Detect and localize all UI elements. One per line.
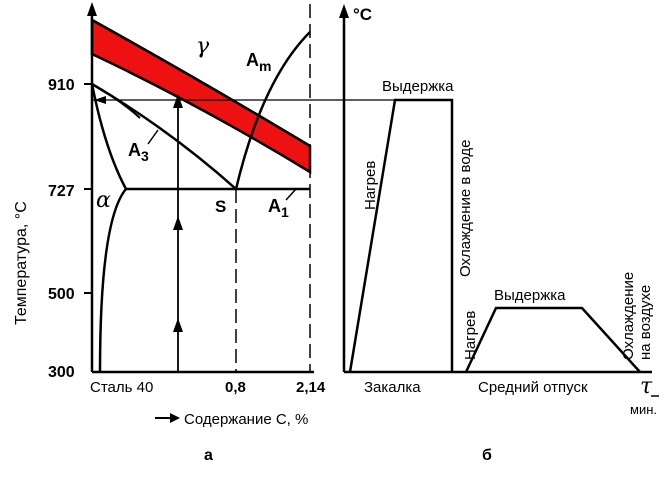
quench-heating-label: Нагрев — [362, 161, 379, 210]
band-upper-curve — [91, 18, 311, 148]
steel-40-arrow-low — [173, 318, 183, 332]
diagram-b: °C Выдержка Нагрев Охлаждение в воде Зак… — [339, 4, 659, 464]
x-tick-label-0-8: 0,8 — [225, 379, 246, 396]
x-axis-label-arrowhead — [170, 413, 180, 423]
phase-gamma-label: γ — [196, 34, 210, 59]
temper-profile — [464, 306, 641, 373]
y-tick-label-910: 910 — [48, 77, 75, 94]
x-tick-label-2-14: 2,14 — [296, 379, 326, 396]
temper-cooling-label-line2: на воздухе — [637, 285, 654, 360]
caption-a: а — [204, 447, 213, 464]
quench-profile — [348, 98, 454, 373]
quench-cooling-label: Охлаждение в воде — [457, 140, 474, 277]
steel-40-arrow-top — [173, 94, 183, 108]
temper-heating-label: Нагрев — [462, 311, 479, 360]
y-tick-label-500: 500 — [48, 286, 75, 303]
quench-holding-label: Выдержка — [382, 78, 454, 95]
y-axis-label-b: °C — [353, 5, 372, 24]
s-point-label: S — [215, 197, 226, 216]
t-unit-label: мин. — [630, 402, 657, 417]
a3-label: A3 — [128, 140, 149, 164]
y-tick-label-300: 300 — [48, 364, 75, 381]
y-tick-label-727: 727 — [48, 183, 75, 200]
y-axis-a-arrow — [87, 2, 97, 16]
steel-40-arrow-mid — [173, 216, 183, 230]
holding-line-arrow — [94, 96, 106, 104]
a1-label: A1 — [268, 196, 289, 220]
y-axis-label-a: Температура, °С — [13, 201, 30, 325]
x-tick-label-steel-40: Сталь 40 — [90, 379, 153, 396]
gp-line — [90, 83, 128, 190]
temper-cooling-label-line1: Охлаждение — [620, 272, 637, 360]
am-curve — [234, 31, 311, 190]
temper-name-label: Средний отпуск — [478, 379, 588, 396]
a1-pointer — [285, 188, 297, 201]
temper-holding-label: Выдержка — [494, 287, 566, 304]
y-axis-b-arrow — [339, 4, 349, 18]
caption-b: б — [482, 447, 492, 464]
quench-name-label: Закалка — [364, 379, 421, 396]
am-label: Am — [246, 50, 271, 74]
a3-pointer — [147, 129, 159, 145]
x-axis-label-a: Содержание С, % — [184, 411, 308, 428]
t-axis-label: τ — [640, 374, 653, 399]
solvus-curve — [98, 188, 127, 373]
phase-alpha-label: α — [96, 188, 111, 213]
diagram-a: 910 727 500 300 Температура, °С Сталь 40… — [13, 2, 395, 464]
